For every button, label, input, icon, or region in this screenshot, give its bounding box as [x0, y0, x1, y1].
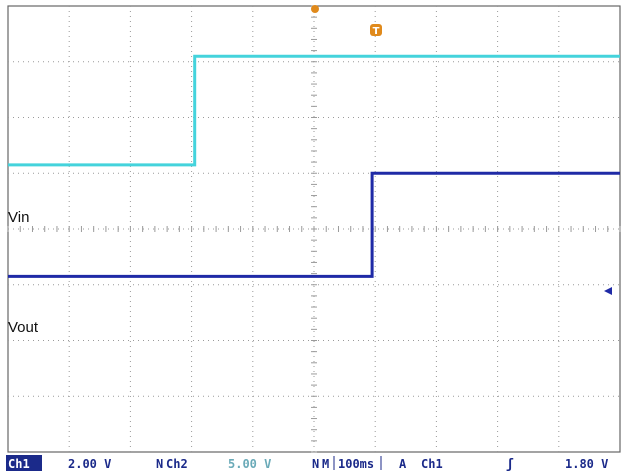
trigger-level-arrow	[604, 287, 612, 295]
trigger-marker-label: T	[373, 26, 380, 37]
trigger-slope-icon: ʃ	[506, 457, 514, 471]
ch2-prefix: N	[156, 457, 163, 471]
status-bar: Ch1 2.00 V N Ch2 5.00 V N M 100ms A Ch1 …	[6, 455, 608, 471]
trigger-position-marker	[311, 5, 319, 13]
ch2-name: Ch2	[166, 457, 188, 471]
timebase-value: 100ms	[338, 457, 374, 471]
ch1-badge	[6, 455, 42, 471]
ch2-scale: 5.00 V	[228, 457, 271, 471]
ch1-scale: 2.00 V	[68, 457, 111, 471]
trigger-level: 1.80 V	[565, 457, 608, 471]
trigger-source: Ch1	[421, 457, 443, 471]
traces	[8, 54, 620, 278]
trigger-marker-box	[370, 24, 382, 36]
ch1-badge-label: Ch1	[8, 457, 30, 471]
trace-vin	[8, 54, 620, 167]
timebase-label: M	[322, 457, 329, 471]
trigger-mode: A	[399, 457, 407, 471]
vout-label: Vout	[8, 319, 39, 336]
trace-vout	[8, 171, 620, 278]
math-prefix: N	[312, 457, 319, 471]
vin-label: Vin	[8, 209, 29, 226]
